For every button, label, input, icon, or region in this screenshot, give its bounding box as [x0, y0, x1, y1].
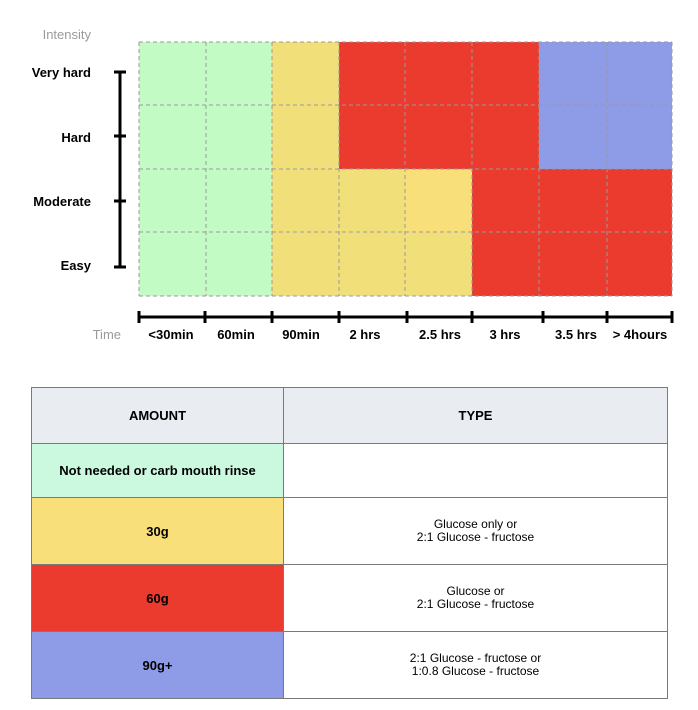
heatmap-cell [206, 42, 272, 105]
heatmap-cell [339, 169, 405, 232]
heatmap-cell [539, 232, 607, 296]
heatmap-cell [272, 105, 339, 169]
heatmap-grid [138, 41, 673, 297]
heatmap-cell [405, 42, 472, 105]
amount-cell-60g: 60g [31, 564, 284, 632]
type-cell-30g: Glucose only or 2:1 Glucose - fructose [283, 497, 668, 565]
y-tick-label: Very hard [32, 65, 91, 80]
heatmap-cell [139, 169, 206, 232]
heatmap-cell [539, 169, 607, 232]
header-type: TYPE [283, 387, 668, 444]
y-tick-label: Moderate [33, 194, 91, 209]
heatmap-cell [206, 169, 272, 232]
heatmap-cell [472, 42, 539, 105]
intensity-time-chart: Intensity Time Very hard Hard Moderate Easy… [32, 27, 674, 342]
x-tick-label: <30min [148, 327, 193, 342]
heatmap-cell [607, 232, 672, 296]
heatmap-cell [472, 105, 539, 169]
type-line-1: 2:1 Glucose - fructose or [409, 651, 542, 665]
y-axis-title: Intensity [43, 27, 92, 42]
table-row: 60g Glucose or 2:1 Glucose - fructose [31, 564, 668, 632]
heatmap-cell [472, 169, 539, 232]
table-row: 30g Glucose only or 2:1 Glucose - fructo… [31, 497, 668, 565]
amount-cell-30g: 30g [31, 497, 284, 565]
header-amount: AMOUNT [31, 387, 284, 444]
type-cell-60g: Glucose or 2:1 Glucose - fructose [283, 564, 668, 632]
heatmap-cell [472, 232, 539, 296]
x-tick-label: 60min [217, 327, 255, 342]
heatmap-cell [405, 232, 472, 296]
x-tick-label: 90min [282, 327, 320, 342]
heatmap-cell [272, 42, 339, 105]
heatmap-cell [139, 42, 206, 105]
amount-cell-rinse: Not needed or carb mouth rinse [31, 443, 284, 498]
heatmap-cells [139, 42, 672, 296]
heatmap-cell [539, 42, 607, 105]
x-tick-label: 2.5 hrs [419, 327, 461, 342]
type-line-2: 2:1 Glucose - fructose [416, 597, 535, 611]
heatmap-cell [272, 232, 339, 296]
heatmap-cell [405, 169, 472, 232]
heatmap-cell [339, 42, 405, 105]
type-line-1: Glucose or [446, 584, 505, 598]
chart-axes [114, 70, 674, 323]
type-line-2: 2:1 Glucose - fructose [416, 530, 535, 544]
amount-cell-90g: 90g+ [31, 631, 284, 699]
heatmap-cell [206, 105, 272, 169]
heatmap-cell [607, 169, 672, 232]
table-row: Not needed or carb mouth rinse [31, 443, 668, 498]
heatmap-cell [139, 232, 206, 296]
heatmap-cell [339, 105, 405, 169]
type-line-2: 1:0.8 Glucose - fructose [411, 664, 540, 678]
heatmap-cell [206, 232, 272, 296]
x-axis-title: Time [93, 327, 121, 342]
heatmap-cell [272, 169, 339, 232]
heatmap-cell [607, 105, 672, 169]
type-cell-rinse [283, 443, 668, 498]
type-line-1: Glucose only or [433, 517, 518, 531]
x-tick-label: 3 hrs [489, 327, 520, 342]
y-tick-label: Hard [61, 130, 91, 145]
x-tick-label: 2 hrs [349, 327, 380, 342]
table-row: 90g+ 2:1 Glucose - fructose or 1:0.8 Glu… [31, 631, 668, 699]
heatmap-cell [339, 232, 405, 296]
y-tick-label: Easy [61, 258, 92, 273]
heatmap-cell [405, 105, 472, 169]
heatmap-cell [607, 42, 672, 105]
heatmap-cell [139, 105, 206, 169]
heatmap-cell [539, 105, 607, 169]
type-cell-90g: 2:1 Glucose - fructose or 1:0.8 Glucose … [283, 631, 668, 699]
x-tick-label: > 4hours [613, 327, 668, 342]
x-tick-label: 3.5 hrs [555, 327, 597, 342]
carb-amount-legend-table: AMOUNT TYPE Not needed or carb mouth rin… [31, 387, 668, 699]
